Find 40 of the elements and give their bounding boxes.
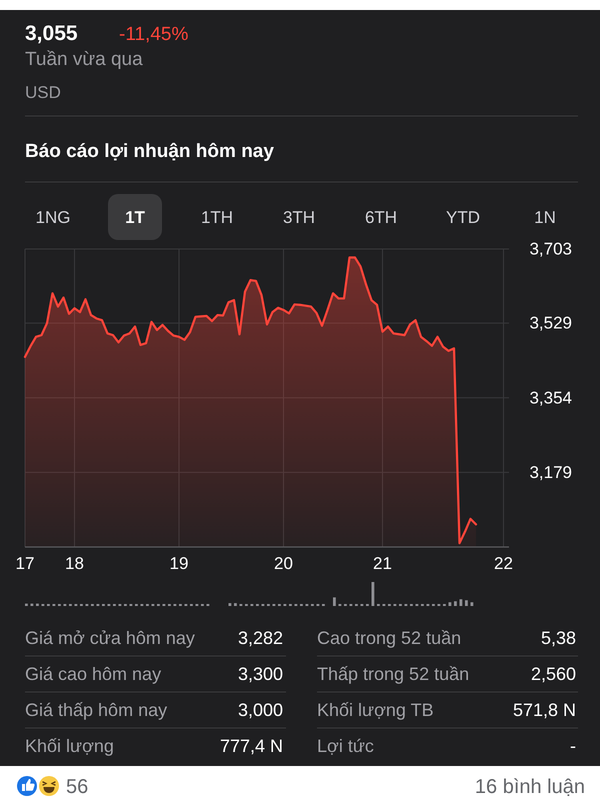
text: Khối lượng TB [317, 700, 434, 720]
x-tick-label: 17 [16, 554, 34, 573]
text: Tuần vừa qua [25, 49, 144, 70]
x-tick-label: 22 [494, 554, 513, 573]
text: 6TH [364, 208, 398, 227]
text: 1NG [36, 208, 70, 227]
text: 1TH [200, 208, 234, 227]
x-tick-label: 18 [65, 554, 84, 573]
text: Lợi tức [317, 736, 374, 756]
text: 571,8 N [512, 700, 576, 720]
text: Thấp trong 52 tuần [317, 664, 470, 684]
x-tick-label: 21 [373, 554, 392, 573]
text: Cao trong 52 tuần [317, 628, 462, 648]
text: 3TH [282, 208, 316, 227]
text: -11,45% [119, 24, 188, 45]
text: Giá thấp hôm nay [25, 700, 168, 720]
text: 3,000 [238, 700, 283, 720]
y-tick-label: 3,529 [529, 314, 572, 333]
text: 1T [125, 208, 146, 227]
x-tick-label: 20 [274, 554, 293, 573]
text: YTD [446, 208, 480, 227]
text: 3,055 [25, 22, 78, 45]
text: 2,560 [530, 664, 576, 684]
text: 777,4 N [220, 736, 283, 756]
text: 5,38 [540, 628, 576, 648]
text: USD [25, 83, 61, 102]
x-tick-label: 19 [170, 554, 188, 573]
text: 3,300 [238, 664, 283, 684]
text: 1N [534, 208, 556, 227]
y-tick-label: 3,703 [529, 240, 572, 258]
text: 3,282 [238, 628, 283, 648]
text: 16 bình luận [474, 776, 585, 798]
text: - [570, 736, 576, 756]
y-tick-label: 3,179 [529, 462, 572, 482]
text: Khối lượng [25, 736, 114, 756]
text: Giá mở cửa hôm nay [25, 628, 195, 648]
chart-title: Báo cáo lợi nhuận hôm nay [25, 141, 274, 162]
y-tick-label: 3,354 [529, 388, 572, 408]
text: Giá cao hôm nay [25, 664, 162, 684]
text: 56 [66, 776, 88, 798]
